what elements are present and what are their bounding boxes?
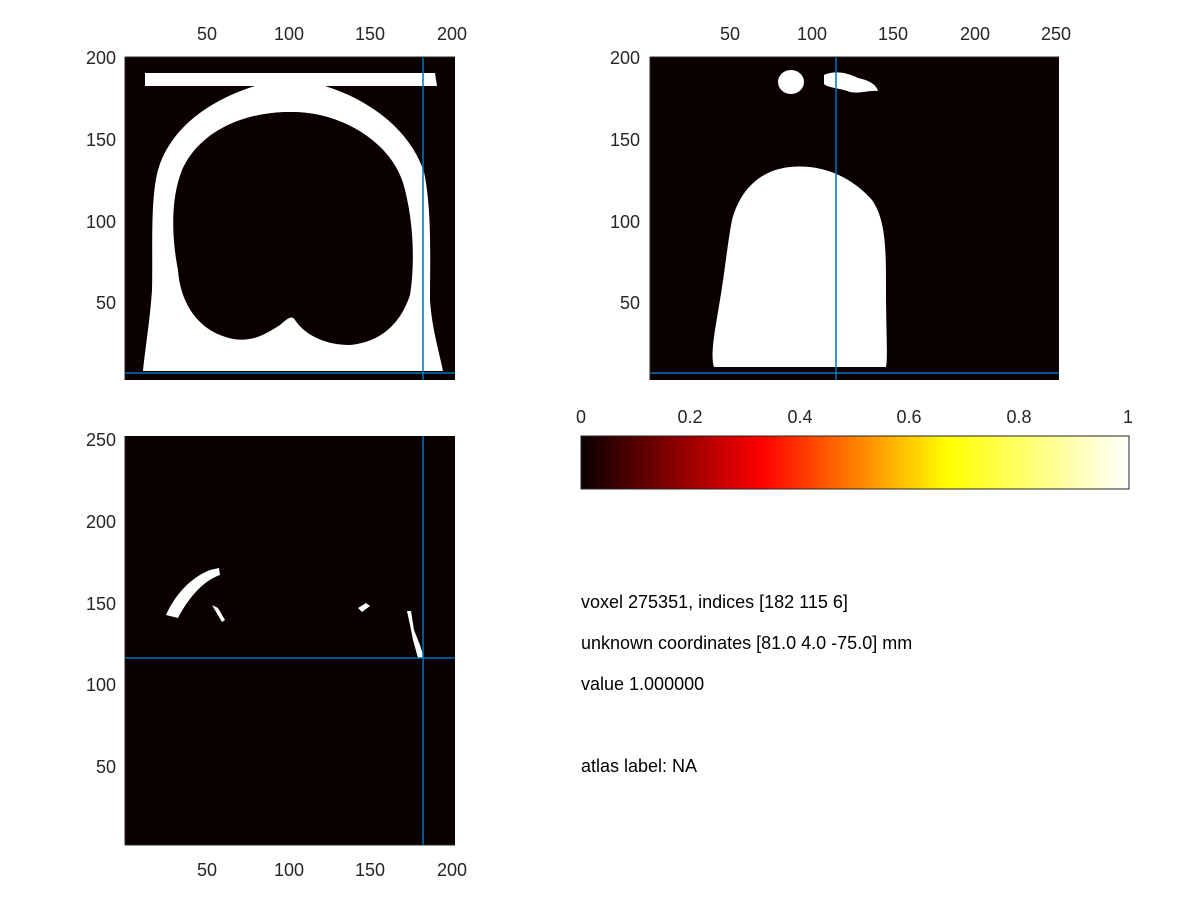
y-tick-label: 250 — [86, 430, 116, 450]
y-tick-label: 200 — [86, 512, 116, 532]
y-tick-label: 100 — [610, 212, 640, 232]
x-tick-label: 50 — [197, 24, 217, 44]
x-tick-label: 50 — [720, 24, 740, 44]
x-tick-label: 100 — [274, 24, 304, 44]
y-tick-label: 200 — [86, 48, 116, 68]
mask-region — [824, 72, 878, 93]
y-tick-label: 100 — [86, 675, 116, 695]
y-tick-labels: 200 150 100 50 — [610, 48, 640, 313]
x-tick-label: 0 — [576, 407, 586, 427]
y-tick-label: 50 — [96, 757, 116, 777]
y-tick-label: 200 — [610, 48, 640, 68]
y-tick-label: 150 — [86, 130, 116, 150]
mask-region — [778, 70, 804, 94]
x-tick-label: 0.2 — [677, 407, 702, 427]
x-tick-labels: 50 100 150 200 — [197, 24, 467, 44]
mask-region — [145, 73, 437, 86]
y-tick-label: 50 — [96, 293, 116, 313]
x-tick-label: 0.6 — [896, 407, 921, 427]
x-tick-label: 150 — [355, 860, 385, 880]
x-tick-label: 1 — [1123, 407, 1133, 427]
coordinates-info: unknown coordinates [81.0 4.0 -75.0] mm — [581, 633, 913, 653]
colorbar: 0 0.2 0.4 0.6 0.8 1 — [576, 407, 1133, 490]
y-tick-label: 100 — [86, 212, 116, 232]
x-tick-label: 100 — [274, 860, 304, 880]
colorbar-tick-labels: 0 0.2 0.4 0.6 0.8 1 — [576, 407, 1133, 427]
x-tick-label: 0.4 — [787, 407, 812, 427]
x-tick-label: 200 — [960, 24, 990, 44]
x-tick-label: 100 — [797, 24, 827, 44]
mask-region — [212, 605, 225, 622]
y-tick-label: 150 — [86, 594, 116, 614]
mask-region — [143, 86, 443, 371]
mask-region — [175, 112, 412, 344]
x-tick-label: 200 — [437, 860, 467, 880]
mask-region — [358, 603, 370, 612]
panel-top-left[interactable]: 50 100 150 200 200 150 100 50 — [86, 24, 467, 380]
y-tick-label: 150 — [610, 130, 640, 150]
voxel-info: voxel 275351, indices [182 115 6] — [581, 592, 848, 612]
x-tick-labels: 50 100 150 200 — [197, 860, 467, 880]
panel-top-right[interactable]: 50 100 150 200 250 200 150 100 50 — [610, 24, 1071, 380]
x-tick-label: 250 — [1041, 24, 1071, 44]
y-tick-labels: 250 200 150 100 50 — [86, 430, 116, 777]
x-tick-labels: 50 100 150 200 250 — [720, 24, 1071, 44]
x-tick-label: 200 — [437, 24, 467, 44]
panel-bottom-left-image[interactable] — [125, 436, 455, 845]
mask-region — [166, 568, 220, 618]
x-tick-label: 150 — [878, 24, 908, 44]
x-tick-label: 0.8 — [1006, 407, 1031, 427]
y-tick-label: 50 — [620, 293, 640, 313]
y-tick-labels: 200 150 100 50 — [86, 48, 116, 313]
mask-region — [407, 611, 424, 658]
value-info: value 1.000000 — [581, 674, 705, 694]
x-tick-label: 50 — [197, 860, 217, 880]
x-tick-label: 150 — [355, 24, 385, 44]
panel-bottom-left[interactable]: 50 100 150 200 250 200 150 100 50 — [86, 430, 467, 880]
atlas-label-info: atlas label: NA — [581, 756, 698, 776]
colorbar-gradient — [580, 435, 1130, 490]
mask-region — [712, 166, 887, 367]
